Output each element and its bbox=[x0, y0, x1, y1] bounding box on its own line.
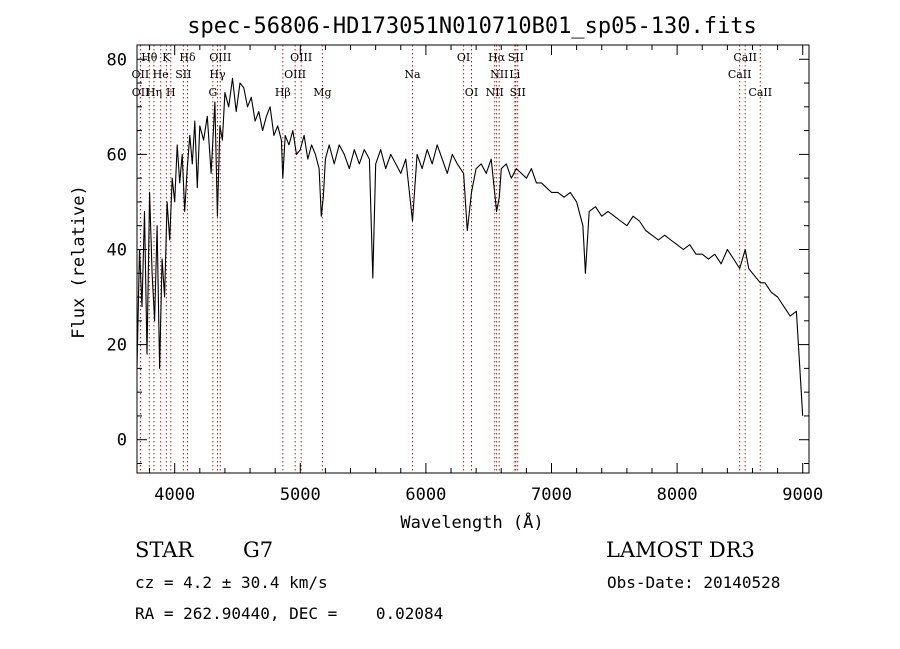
axis-ticks: 4000 5000 6000 7000 8000 9000 0 20 40 60 80 bbox=[107, 45, 823, 505]
line-label: CaII bbox=[748, 86, 772, 99]
line-label: He bbox=[153, 68, 169, 81]
obs-date-text: Obs-Date: 20140528 bbox=[607, 573, 781, 592]
chart-title: spec-56806-HD173051N010710B01_sp05-130.f… bbox=[187, 14, 757, 39]
line-label: Hδ bbox=[179, 51, 196, 64]
x-tick-label: 8000 bbox=[657, 485, 698, 505]
spectrum-line bbox=[136, 77, 804, 416]
x-tick-label: 7000 bbox=[531, 485, 572, 505]
line-label: CaII bbox=[733, 51, 757, 64]
x-axis-label: Wavelength (Å) bbox=[400, 511, 543, 533]
line-label: OI bbox=[465, 86, 478, 99]
line-label: OII bbox=[132, 68, 150, 81]
line-label: NII bbox=[490, 68, 508, 81]
line-label: Hβ bbox=[275, 86, 291, 99]
line-label: Hθ bbox=[141, 51, 158, 64]
y-tick-label: 80 bbox=[107, 50, 127, 70]
line-label: Li bbox=[509, 68, 520, 81]
line-label: OIII bbox=[284, 68, 306, 81]
object-subclass: G7 bbox=[243, 538, 274, 562]
line-label: OIII bbox=[290, 51, 312, 64]
line-label: NII bbox=[486, 86, 504, 99]
y-tick-label: 20 bbox=[107, 336, 127, 356]
line-label: CaII bbox=[728, 68, 752, 81]
line-label: K bbox=[162, 51, 171, 64]
object-class: STAR bbox=[135, 538, 194, 562]
line-label: SII bbox=[508, 51, 524, 64]
x-tick-label: 6000 bbox=[405, 485, 446, 505]
y-tick-label: 0 bbox=[117, 431, 127, 451]
x-tick-label: 9000 bbox=[782, 485, 823, 505]
line-label: Na bbox=[404, 68, 421, 81]
line-label: SII bbox=[175, 68, 191, 81]
redshift-text: cz = 4.2 ± 30.4 km/s bbox=[135, 573, 328, 592]
line-label: Hα bbox=[488, 51, 506, 64]
line-label: Hγ bbox=[209, 68, 226, 81]
line-label: SII bbox=[510, 86, 526, 99]
plot-frame bbox=[136, 44, 810, 474]
line-label: Mg bbox=[313, 86, 331, 99]
y-tick-label: 40 bbox=[107, 240, 127, 260]
line-label: Hη bbox=[146, 86, 162, 99]
marker-lines bbox=[139, 45, 761, 473]
line-label: H bbox=[166, 86, 176, 99]
x-tick-label: 5000 bbox=[280, 485, 321, 505]
x-tick-label: 4000 bbox=[154, 485, 195, 505]
line-label: OI bbox=[457, 51, 470, 64]
line-label: OII bbox=[132, 86, 150, 99]
survey-name: LAMOST DR3 bbox=[606, 538, 755, 562]
y-axis-label: Flux (relative) bbox=[69, 185, 89, 339]
line-label: OIII bbox=[209, 51, 231, 64]
coordinates-text: RA = 262.90440, DEC = 0.02084 bbox=[135, 604, 444, 623]
line-label: G bbox=[208, 86, 217, 99]
y-tick-label: 60 bbox=[107, 145, 127, 165]
